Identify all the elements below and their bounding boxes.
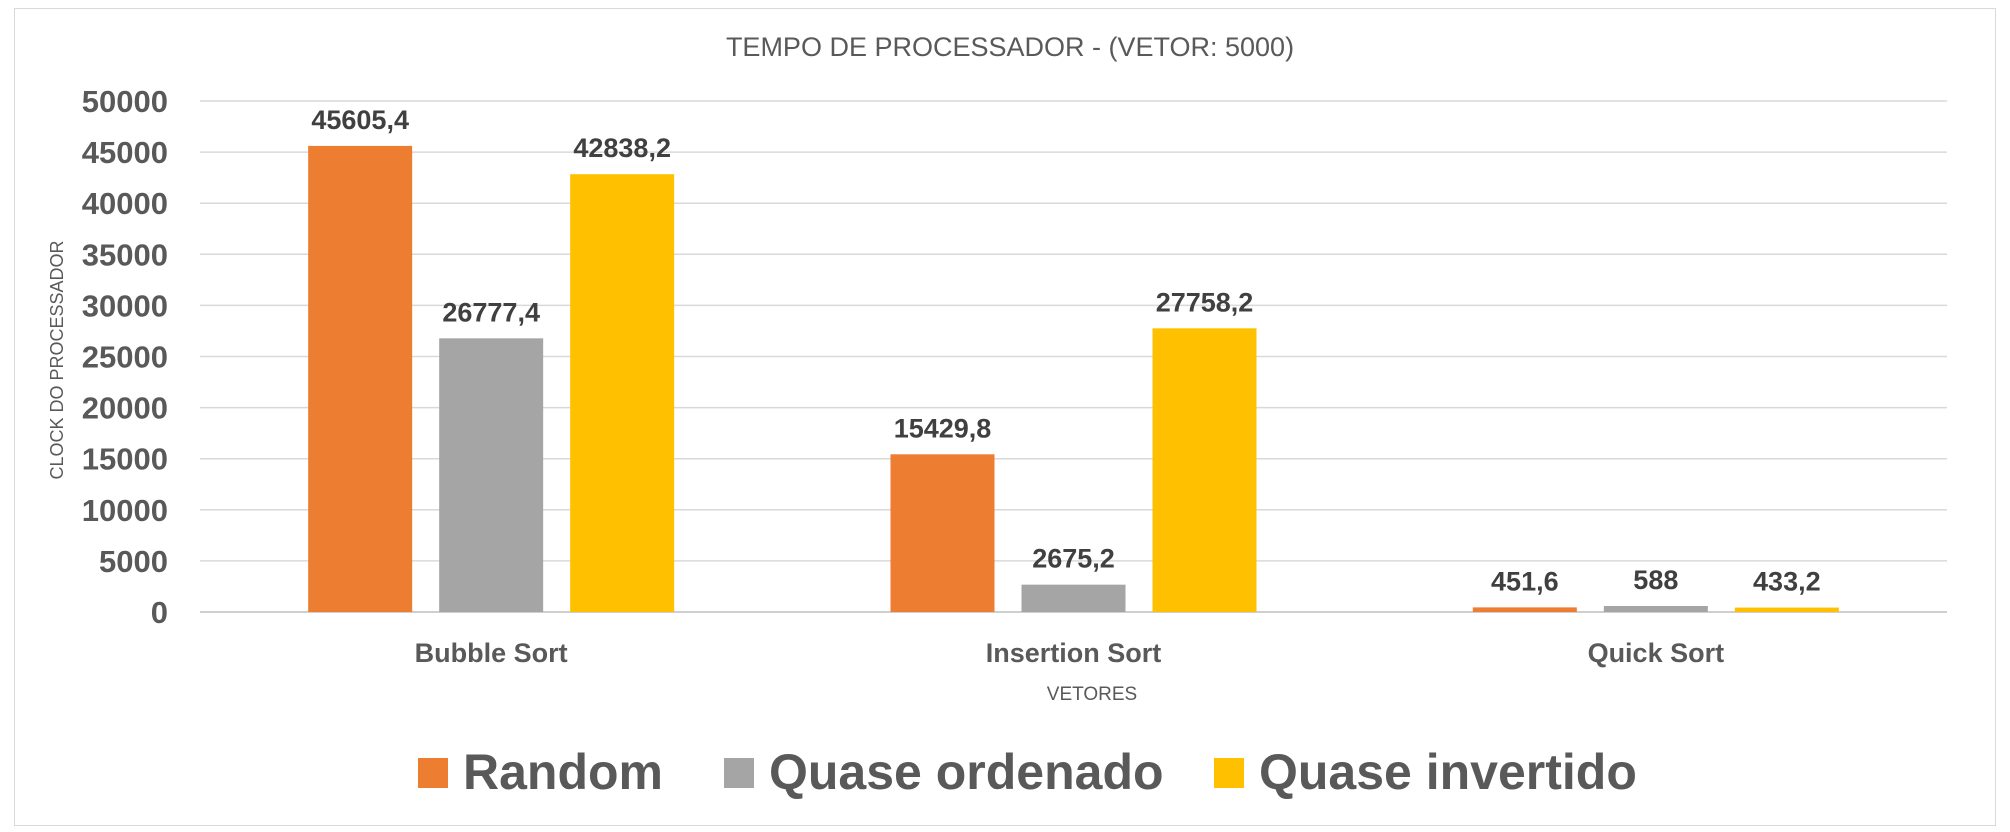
y-tick-labels: 0 5000 10000 15000 20000 25000 30000 35000 40000…	[82, 84, 168, 630]
bars	[308, 145, 1839, 612]
bar-random	[890, 454, 995, 612]
data-label: 45605,4	[311, 105, 409, 135]
y-tick-label: 15000	[82, 442, 168, 477]
data-label: 433,2	[1753, 567, 1821, 597]
data-label: 2675,2	[1032, 544, 1115, 574]
y-tick-label: 20000	[82, 391, 168, 426]
chart-title: TEMPO DE PROCESSADOR - (VETOR: 5000)	[726, 32, 1294, 62]
data-label: 26777,4	[442, 297, 540, 327]
x-tick-label: Bubble Sort	[415, 638, 568, 668]
y-tick-label: 5000	[99, 544, 168, 579]
y-axis-label: CLOCK DO PROCESSADOR	[47, 240, 67, 479]
y-tick-label: 40000	[82, 186, 168, 221]
bar-quase-invertido	[1734, 607, 1839, 612]
x-axis-label: VETORES	[1047, 684, 1137, 705]
y-tick-label: 10000	[82, 493, 168, 528]
legend-label: Quase invertido	[1259, 744, 1637, 800]
data-label: 15429,8	[894, 413, 992, 443]
bar-quase-ordenado	[1021, 584, 1126, 612]
x-tick-label: Insertion Sort	[986, 638, 1162, 668]
legend-swatch	[724, 758, 754, 788]
legend-label: Quase ordenado	[769, 744, 1164, 800]
legend-swatch	[418, 758, 448, 788]
y-tick-label: 25000	[82, 340, 168, 375]
bar-quase-ordenado	[1603, 605, 1708, 612]
legend: Random Quase ordenado Quase invertido	[418, 744, 1637, 800]
bar-quase-invertido	[570, 174, 675, 612]
y-tick-label: 50000	[82, 84, 168, 119]
x-tick-label: Quick Sort	[1588, 638, 1725, 668]
bar-random	[308, 145, 413, 612]
data-labels: 45605,4 26777,4 42838,2 15429,8 2675,2 27758,…	[311, 105, 1820, 597]
legend-label: Random	[463, 744, 663, 800]
bar-quase-invertido	[1152, 328, 1257, 612]
data-label: 42838,2	[573, 133, 671, 163]
x-tick-labels: Bubble Sort Insertion Sort Quick Sort	[415, 638, 1724, 668]
y-tick-label: 0	[151, 595, 168, 630]
legend-swatch	[1214, 758, 1244, 788]
bar-quase-ordenado	[439, 338, 544, 612]
y-tick-label: 30000	[82, 288, 168, 323]
y-tick-label: 45000	[82, 135, 168, 170]
data-label: 451,6	[1491, 566, 1559, 596]
bar-random	[1472, 607, 1577, 612]
data-label: 27758,2	[1156, 287, 1254, 317]
y-tick-label: 35000	[82, 237, 168, 272]
data-label: 588	[1633, 565, 1678, 595]
